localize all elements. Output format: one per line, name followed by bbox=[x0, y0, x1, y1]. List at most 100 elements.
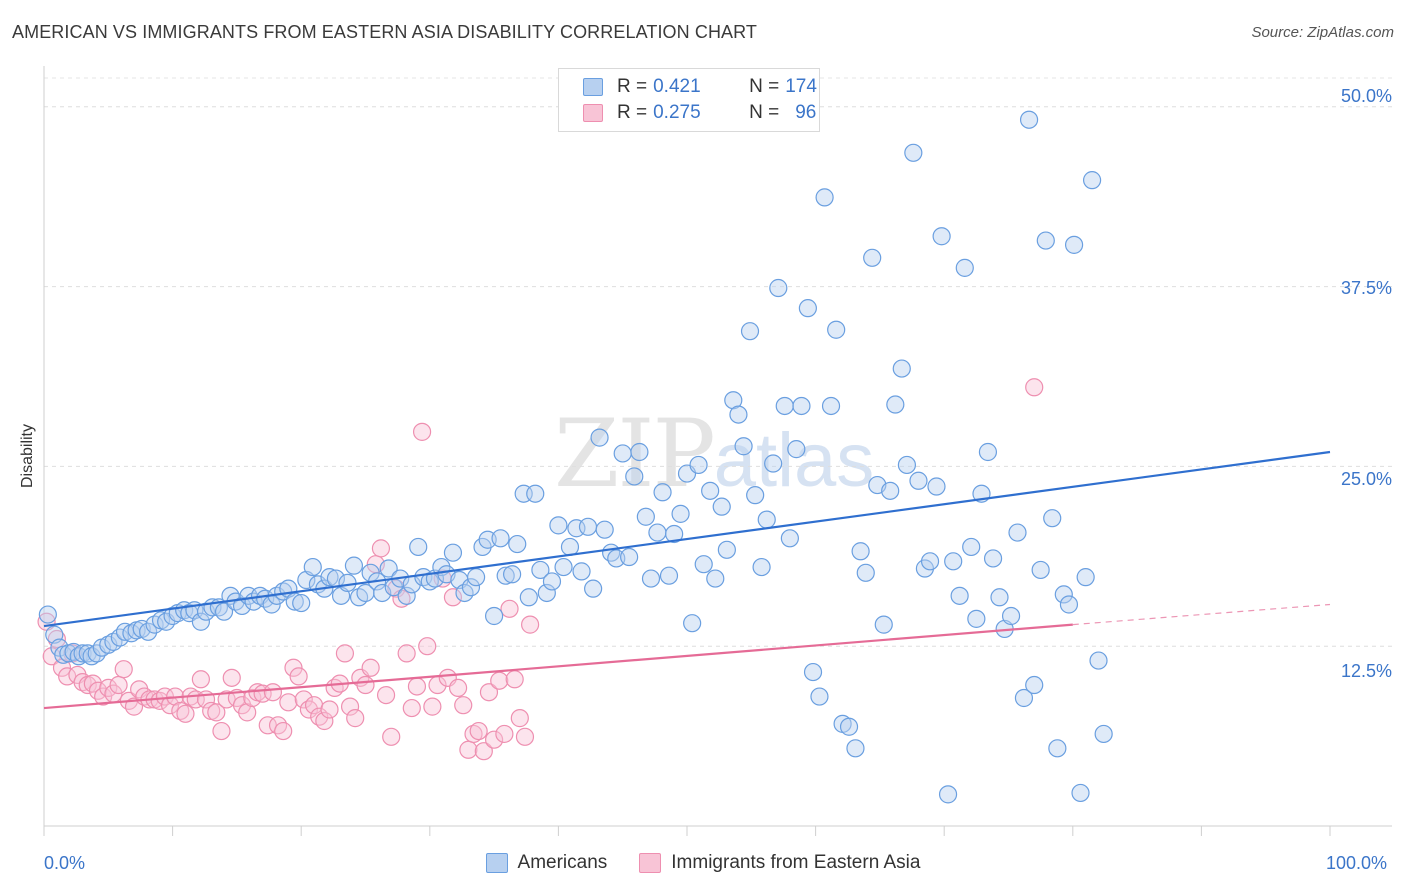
americans-point-84 bbox=[519, 588, 538, 607]
legend-n-value: 96 bbox=[795, 102, 817, 123]
americans-point-140 bbox=[846, 739, 865, 758]
americans-point-115 bbox=[701, 481, 720, 500]
eastern-asia-point-55 bbox=[320, 700, 339, 719]
eastern-asia-trend-line bbox=[43, 623, 1073, 710]
americans-point-169 bbox=[1014, 688, 1034, 708]
americans-point-154 bbox=[927, 477, 946, 496]
eastern-asia-point-65 bbox=[371, 539, 391, 558]
americans-point-105 bbox=[641, 569, 661, 588]
americans-point-59 bbox=[373, 583, 392, 603]
americans-point-92 bbox=[567, 519, 586, 538]
americans-point-106 bbox=[648, 523, 667, 542]
americans-point-132 bbox=[798, 299, 817, 318]
americans-point-28 bbox=[191, 612, 210, 631]
americans-point-161 bbox=[967, 609, 986, 628]
americans-point-19 bbox=[139, 622, 158, 641]
x-tick-label-100: 100.0% bbox=[1326, 853, 1388, 873]
y-tick-label-37-5: 37.5% bbox=[1340, 278, 1392, 298]
americans-point-85 bbox=[526, 484, 545, 503]
americans-point-54 bbox=[344, 556, 364, 575]
legend-n-value: 174 bbox=[785, 76, 817, 97]
eastern-asia-point-86 bbox=[479, 683, 499, 702]
americans-point-97 bbox=[595, 520, 614, 539]
americans-point-137 bbox=[827, 320, 846, 339]
americans-point-175 bbox=[1048, 739, 1067, 758]
americans-point-74 bbox=[461, 578, 481, 597]
americans-point-90 bbox=[554, 557, 573, 577]
americans-point-165 bbox=[990, 588, 1009, 607]
legend-n-label: N = bbox=[749, 76, 780, 97]
americans-point-0 bbox=[38, 605, 57, 624]
eastern-asia-point-91 bbox=[505, 670, 524, 689]
americans-point-32 bbox=[214, 602, 234, 621]
eastern-asia-point-84 bbox=[469, 721, 488, 741]
americans-point-148 bbox=[892, 359, 911, 378]
americans-point-96 bbox=[590, 428, 609, 447]
eastern-asia-point-26 bbox=[171, 701, 190, 721]
eastern-asia-point-33 bbox=[207, 703, 226, 722]
americans-point-82 bbox=[508, 534, 527, 554]
eastern-asia-point-87 bbox=[485, 730, 504, 749]
eastern-asia-point-88 bbox=[490, 671, 509, 690]
americans-point-80 bbox=[496, 566, 515, 585]
legend-swatch-eastern-asia bbox=[583, 104, 603, 122]
eastern-asia-point-14 bbox=[109, 675, 128, 695]
americans-point-117 bbox=[712, 497, 731, 516]
eastern-asia-point-80 bbox=[448, 678, 468, 698]
eastern-asia-point-79 bbox=[443, 588, 463, 607]
americans-point-136 bbox=[821, 396, 841, 416]
americans-point-181 bbox=[1082, 171, 1102, 190]
americans-point-100 bbox=[613, 444, 632, 463]
americans-point-163 bbox=[978, 442, 998, 462]
americans-point-121 bbox=[734, 437, 753, 456]
americans-point-153 bbox=[920, 552, 940, 571]
americans-point-151 bbox=[909, 471, 928, 490]
americans-point-159 bbox=[955, 258, 974, 277]
americans-point-78 bbox=[485, 606, 504, 626]
americans-point-88 bbox=[542, 572, 562, 591]
americans-point-178 bbox=[1064, 235, 1084, 254]
americans-point-75 bbox=[466, 568, 486, 587]
eastern-asia-point-72 bbox=[407, 677, 427, 696]
eastern-asia-point-66 bbox=[376, 685, 396, 705]
eastern-asia-point-67 bbox=[382, 727, 401, 746]
americans-point-119 bbox=[724, 391, 743, 410]
eastern-asia-point-85 bbox=[474, 742, 493, 761]
legend-label-americans: Americans bbox=[517, 852, 608, 873]
americans-point-95 bbox=[584, 579, 603, 598]
americans-point-102 bbox=[625, 467, 644, 486]
americans-point-168 bbox=[1008, 523, 1027, 542]
americans-point-182 bbox=[1089, 651, 1108, 670]
eastern-asia-point-12 bbox=[99, 678, 118, 698]
legend-swatch-eastern-asia bbox=[639, 853, 662, 873]
americans-point-172 bbox=[1031, 560, 1050, 580]
eastern-asia-point-63 bbox=[361, 658, 380, 677]
americans-point-133 bbox=[803, 662, 823, 682]
americans-point-164 bbox=[983, 549, 1003, 568]
legend-row-americans: R = 0.421 N = 174 bbox=[583, 75, 817, 99]
americans-point-110 bbox=[671, 504, 690, 523]
americans-point-146 bbox=[881, 481, 900, 500]
eastern-asia-point-60 bbox=[346, 709, 365, 728]
y-tick-label-50: 50.0% bbox=[1340, 86, 1392, 106]
americans-point-109 bbox=[665, 524, 684, 544]
americans-point-150 bbox=[904, 143, 923, 162]
eastern-asia-point-95 bbox=[1025, 378, 1044, 397]
x-tick-label-0: 0.0% bbox=[44, 853, 86, 873]
legend-item-americans[interactable]: Americans bbox=[485, 852, 608, 874]
americans-point-170 bbox=[1019, 110, 1039, 129]
eastern-asia-point-40 bbox=[243, 688, 262, 708]
americans-point-183 bbox=[1094, 724, 1113, 744]
americans-point-124 bbox=[752, 557, 771, 577]
eastern-asia-point-71 bbox=[402, 698, 421, 718]
americans-trend-line bbox=[43, 450, 1331, 628]
legend-item-eastern-asia[interactable]: Immigrants from Eastern Asia bbox=[639, 852, 920, 874]
source-label: Source: ZipAtlas.com bbox=[1251, 24, 1394, 41]
eastern-asia-point-10 bbox=[88, 681, 108, 700]
americans-point-87 bbox=[537, 583, 556, 603]
eastern-asia-point-36 bbox=[222, 668, 241, 687]
y-tick-label-25: 25.0% bbox=[1340, 469, 1392, 489]
legend-r-value: 0.421 bbox=[653, 76, 701, 97]
legend-swatch-americans bbox=[485, 853, 508, 873]
